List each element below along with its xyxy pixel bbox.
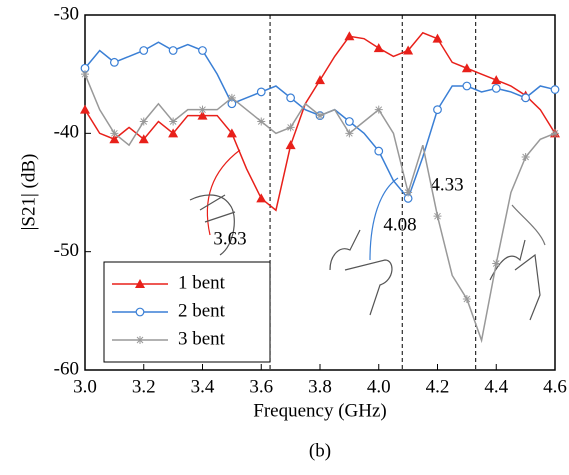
marker (461, 63, 472, 73)
y-tick-label: -60 (54, 358, 79, 379)
marker (139, 46, 149, 55)
legend-label: 3 bent (178, 328, 226, 349)
y-tick-label: -40 (54, 122, 79, 143)
reference-label: 4.33 (430, 174, 463, 195)
x-tick-label: 3.2 (132, 376, 156, 397)
marker (345, 129, 354, 138)
marker (433, 105, 442, 115)
legend-label: 1 bent (178, 272, 226, 293)
marker (256, 193, 267, 203)
y-tick-label: -50 (54, 240, 79, 261)
x-tick-label: 4.6 (543, 376, 567, 397)
marker (256, 87, 266, 97)
x-tick-label: 4.2 (426, 376, 450, 397)
marker (374, 146, 384, 156)
marker (491, 83, 501, 93)
marker (551, 129, 559, 138)
marker (138, 134, 149, 144)
marker (344, 117, 354, 126)
marker (169, 117, 178, 126)
marker (257, 117, 266, 126)
caption: (b) (309, 440, 331, 461)
y-axis-label: |S21| (dB) (18, 154, 39, 231)
marker (404, 188, 413, 197)
marker (168, 46, 178, 55)
marker (80, 104, 90, 114)
marker (109, 134, 120, 144)
series (80, 41, 560, 203)
marker (521, 153, 530, 161)
marker (315, 75, 325, 85)
marker (109, 57, 119, 67)
legend-label: 2 bent (178, 300, 226, 321)
series (81, 70, 559, 344)
marker (403, 45, 414, 55)
x-tick-label: 3.0 (73, 376, 97, 397)
reference-label: 3.63 (213, 228, 246, 249)
marker (373, 43, 384, 53)
marker (521, 93, 531, 103)
series (80, 31, 560, 212)
marker (81, 70, 89, 79)
marker (432, 33, 443, 43)
marker (492, 259, 501, 268)
marker (433, 212, 442, 221)
marker (139, 117, 148, 126)
marker (135, 279, 145, 288)
marker (374, 105, 383, 114)
marker (286, 123, 295, 132)
marker (227, 93, 236, 102)
marker (344, 31, 355, 41)
marker (110, 129, 119, 138)
marker (197, 110, 208, 120)
marker (136, 336, 144, 344)
marker (226, 128, 237, 138)
marker (135, 307, 145, 317)
marker (316, 111, 324, 120)
decor (189, 149, 546, 321)
x-tick-label: 4.4 (484, 376, 508, 397)
series-line (84, 31, 556, 212)
marker (168, 128, 179, 138)
x-tick-label: 3.4 (191, 376, 215, 397)
marker (462, 295, 471, 303)
marker (462, 81, 472, 91)
marker (550, 85, 560, 94)
x-axis-label: Frequency (GHz) (253, 400, 386, 421)
marker (198, 46, 207, 55)
marker (285, 140, 296, 150)
x-tick-label: 3.6 (249, 376, 273, 397)
series-line (84, 41, 556, 200)
reference-label: 4.08 (383, 214, 416, 235)
x-tick-label: 3.8 (308, 376, 332, 397)
marker (198, 105, 207, 114)
y-tick-label: -30 (54, 3, 79, 24)
marker (491, 75, 502, 85)
x-tick-label: 4.0 (367, 376, 391, 397)
marker (286, 93, 296, 103)
